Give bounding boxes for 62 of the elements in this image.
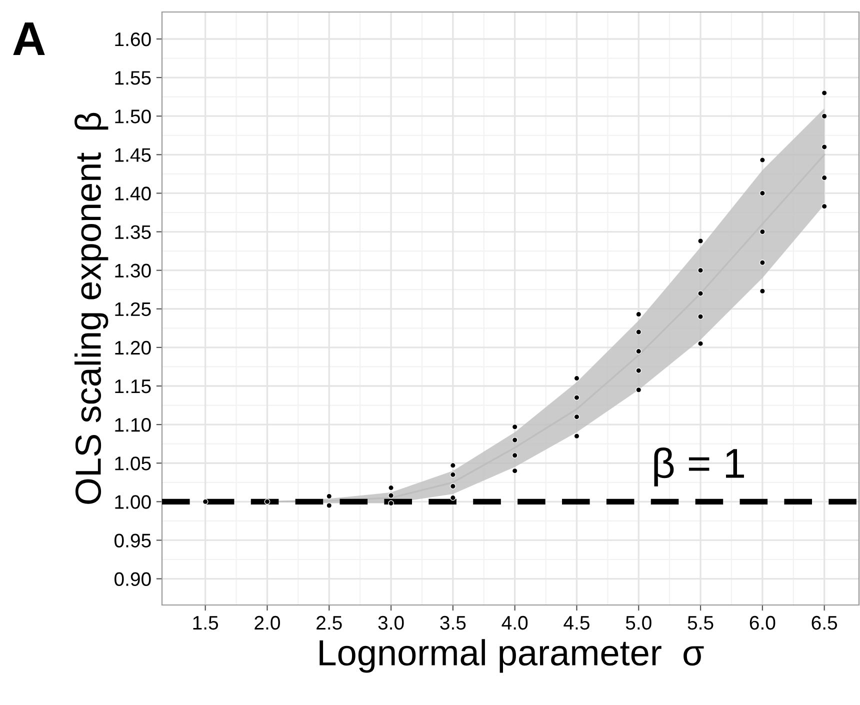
y-axis-title: OLS scaling exponent β bbox=[74, 112, 108, 504]
point bbox=[636, 386, 642, 393]
x-axis-title: Lognormal parameter σ bbox=[320, 639, 704, 673]
x-tick-label: 4.0 bbox=[502, 616, 528, 630]
x-tick-label: 5.0 bbox=[626, 616, 652, 630]
y-tick-label: 1.10 bbox=[115, 418, 151, 432]
y-tick-label: 1.25 bbox=[115, 302, 151, 316]
x-tick-label: 3.5 bbox=[440, 616, 466, 630]
point bbox=[821, 113, 828, 120]
point bbox=[326, 502, 332, 508]
text: A bbox=[13, 22, 45, 55]
x-tick-label: 5.5 bbox=[688, 616, 714, 630]
x-tick-label: 6.5 bbox=[812, 616, 838, 630]
point bbox=[821, 144, 828, 150]
point bbox=[636, 368, 642, 374]
y-tick-label: 1.60 bbox=[115, 32, 151, 46]
point bbox=[450, 462, 456, 468]
point bbox=[759, 190, 766, 196]
y-tick-label: 1.55 bbox=[115, 71, 151, 85]
point bbox=[821, 203, 828, 210]
y-tick-label: 1.20 bbox=[115, 340, 151, 355]
point bbox=[202, 498, 208, 505]
x-tick-label: 6.0 bbox=[750, 616, 776, 630]
y-tick-label: 0.95 bbox=[114, 534, 151, 548]
point bbox=[698, 267, 704, 274]
y-tick-label: 1.50 bbox=[115, 110, 151, 124]
point bbox=[636, 329, 642, 335]
x-tick-label: 2.5 bbox=[316, 616, 342, 630]
y-tick-label: 0.90 bbox=[114, 572, 151, 586]
point bbox=[759, 288, 766, 294]
point bbox=[388, 492, 394, 498]
y-tick-label: 1.05 bbox=[115, 456, 151, 470]
annotation: β = 1 bbox=[654, 448, 744, 486]
y-tick-label: 1.15 bbox=[115, 380, 151, 394]
point bbox=[450, 483, 456, 490]
point bbox=[821, 174, 828, 181]
y-tick-label: 1.35 bbox=[115, 225, 151, 240]
point bbox=[512, 452, 518, 458]
point bbox=[574, 394, 580, 401]
point bbox=[698, 238, 704, 244]
point bbox=[450, 494, 456, 501]
y-tick-label: 1.30 bbox=[115, 264, 151, 278]
point bbox=[264, 498, 270, 505]
point bbox=[698, 314, 704, 320]
point bbox=[326, 493, 332, 500]
y-tick-label: 1.00 bbox=[115, 495, 151, 509]
x-tick-label: 1.5 bbox=[193, 616, 218, 630]
point bbox=[698, 290, 704, 296]
point bbox=[636, 348, 642, 354]
y-tick-label: 1.40 bbox=[115, 186, 151, 200]
point bbox=[388, 500, 394, 506]
point bbox=[512, 437, 518, 443]
point bbox=[759, 260, 766, 266]
point bbox=[574, 414, 580, 420]
x-tick-label: 3.0 bbox=[378, 616, 404, 630]
y-tick-label: 1.45 bbox=[115, 148, 151, 162]
point bbox=[698, 340, 704, 347]
point bbox=[388, 484, 394, 491]
point bbox=[450, 472, 456, 478]
point bbox=[759, 228, 766, 235]
x-tick-label: 4.5 bbox=[564, 616, 590, 630]
x-tick-label: 2.0 bbox=[254, 616, 280, 630]
